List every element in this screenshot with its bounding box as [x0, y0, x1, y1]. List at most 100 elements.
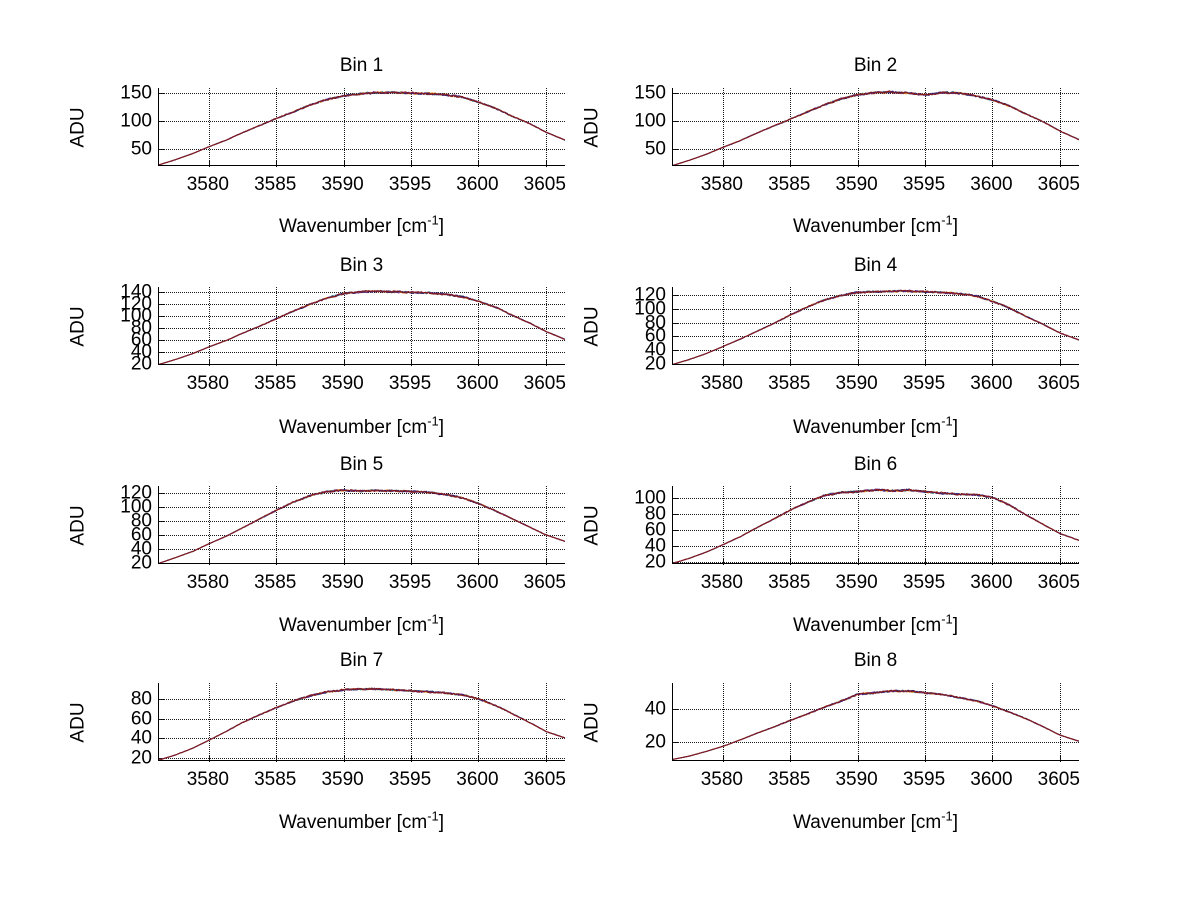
- x-tick-label: 3590: [321, 174, 364, 195]
- x-gridline: [478, 287, 480, 364]
- x-tick-label: 3585: [768, 174, 811, 195]
- x-tick-label: 3595: [902, 373, 946, 394]
- y-tick-label: 80: [130, 510, 152, 532]
- x-tick-label: 3595: [902, 572, 946, 593]
- y-tick-label: 40: [130, 341, 152, 363]
- x-tick-label: 3585: [254, 572, 297, 593]
- x-tick-label: 3580: [700, 572, 743, 593]
- y-tick-label: 20: [644, 353, 666, 375]
- subplot-bin-6: Bin 6 3580 3585 3590 3595 3600 3605 20 40 60 80 100…: [572, 454, 1089, 649]
- x-gridline: [411, 88, 413, 165]
- y-tick-label: 40: [130, 538, 152, 560]
- y-gridline: [159, 120, 565, 122]
- x-axis-label-text: Wavenumber [cm: [793, 417, 942, 438]
- y-gridline: [673, 308, 1079, 310]
- x-gridline: [790, 486, 792, 563]
- x-tick-label: 3585: [254, 373, 297, 394]
- x-tick-label: 3585: [254, 769, 297, 790]
- y-tick-label: 50: [130, 138, 152, 160]
- plot-axes: [671, 486, 1079, 565]
- subplot-title: Bin 8: [853, 650, 898, 671]
- y-tick-label: 60: [130, 329, 152, 351]
- y-tick-label: 80: [130, 688, 152, 710]
- x-axis-label-bracket: ]: [438, 216, 444, 237]
- x-gridline: [1059, 486, 1061, 563]
- x-axis-label-bracket: ]: [952, 216, 958, 237]
- x-axis-label: Wavenumber [cm-1]: [672, 212, 1079, 238]
- y-tick-label: 80: [130, 317, 152, 339]
- y-tick-label: 100: [634, 110, 666, 132]
- x-tick-label: 3605: [523, 572, 566, 593]
- spectrum-traces: [673, 689, 1079, 760]
- x-axis-label-text: Wavenumber [cm: [279, 417, 428, 438]
- y-tick-label: 100: [120, 110, 152, 132]
- x-axis-label-exponent: -1: [941, 212, 953, 228]
- x-gridline: [1059, 287, 1061, 364]
- spectrum-line: [673, 289, 1079, 364]
- x-tick-label: 3595: [902, 174, 946, 195]
- x-gridline: [478, 486, 480, 563]
- y-gridline: [159, 315, 565, 317]
- x-tick-label: 3595: [388, 373, 432, 394]
- x-tick-label: 3605: [523, 174, 566, 195]
- spectrum-line: [673, 289, 1079, 364]
- spectrum-traces: [673, 488, 1079, 563]
- y-gridline: [159, 738, 565, 740]
- y-tick-label: 100: [634, 487, 666, 509]
- x-gridline: [208, 683, 210, 760]
- x-tick-label: 3590: [321, 572, 364, 593]
- plot-axes: [157, 486, 565, 565]
- spectrum-line: [673, 689, 1079, 760]
- x-gridline: [722, 88, 724, 165]
- y-axis-label: ADU: [581, 107, 603, 148]
- y-axis-label: ADU: [581, 702, 603, 743]
- x-axis-label-bracket: ]: [952, 615, 958, 636]
- y-tick-label: 60: [130, 708, 152, 730]
- x-axis-label-exponent: -1: [427, 611, 439, 627]
- x-gridline: [478, 683, 480, 760]
- y-tick-label: 20: [644, 731, 666, 752]
- x-gridline: [992, 287, 994, 364]
- spectrum-line: [159, 90, 565, 165]
- spectrum-line: [673, 689, 1079, 760]
- x-gridline: [790, 287, 792, 364]
- y-tick-label: 60: [644, 325, 666, 347]
- spectrum-line: [673, 90, 1079, 165]
- x-tick-label: 3600: [456, 572, 499, 593]
- x-gridline: [545, 88, 547, 165]
- y-gridline: [673, 336, 1079, 338]
- spectrum-line: [159, 488, 565, 563]
- plot-axes: [157, 88, 565, 167]
- y-gridline: [673, 546, 1079, 548]
- x-gridline: [411, 287, 413, 364]
- y-gridline: [673, 322, 1079, 324]
- y-gridline: [159, 303, 565, 305]
- x-axis-label: Wavenumber [cm-1]: [672, 810, 1079, 834]
- y-tick-label: 120: [634, 284, 666, 306]
- x-tick-label: 3590: [321, 373, 364, 394]
- x-tick-label: 3590: [835, 572, 878, 593]
- x-gridline: [857, 88, 859, 165]
- spectrum-line: [673, 488, 1079, 563]
- y-axis-label: ADU: [67, 505, 89, 546]
- y-tick-label: 20: [644, 551, 666, 573]
- spectrum-line: [673, 488, 1079, 563]
- y-gridline: [159, 520, 565, 522]
- y-tick-label: 40: [644, 535, 666, 557]
- plot-axes: [671, 683, 1079, 762]
- x-gridline: [1059, 88, 1061, 165]
- x-axis-label-text: Wavenumber [cm: [793, 216, 942, 237]
- subplot-title: Bin 6: [853, 454, 898, 475]
- y-gridline: [673, 514, 1079, 516]
- x-gridline: [276, 683, 278, 760]
- x-tick-label: 3595: [388, 769, 432, 790]
- spectrum-line: [159, 488, 565, 563]
- x-tick-label: 3590: [835, 174, 878, 195]
- x-axis-label: Wavenumber [cm-1]: [158, 810, 565, 834]
- y-tick-mark: [671, 363, 678, 365]
- spectrum-traces: [159, 488, 565, 563]
- y-tick-label: 20: [130, 552, 152, 574]
- subplot-title: Bin 4: [853, 255, 898, 276]
- x-gridline: [343, 486, 345, 563]
- y-tick-label: 100: [120, 305, 152, 327]
